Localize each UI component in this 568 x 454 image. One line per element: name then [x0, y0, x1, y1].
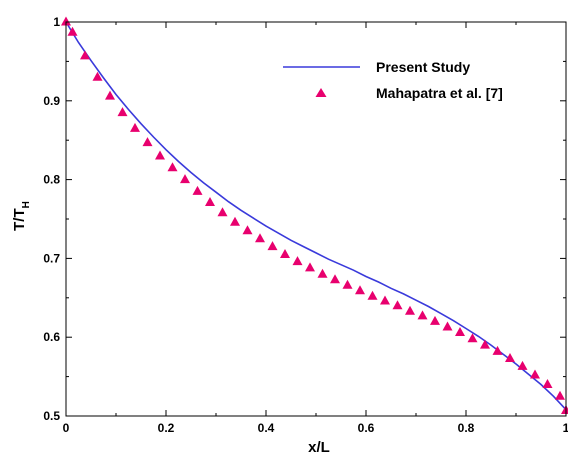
data-point-triangle — [205, 197, 215, 206]
data-point-triangle — [392, 300, 403, 310]
data-point-triangle — [105, 90, 115, 100]
data-point-triangle — [292, 256, 303, 266]
data-point-triangle — [542, 379, 553, 388]
data-point-triangle — [330, 274, 340, 284]
y-axis-title: T/TH — [11, 201, 32, 231]
plot-frame — [65, 21, 567, 417]
x-tick-label: 0.6 — [358, 421, 375, 435]
legend: Present Study Mahapatra et al. [7] — [283, 59, 503, 101]
data-point-triangle — [442, 321, 453, 331]
data-point-triangle — [430, 315, 440, 325]
data-point-triangle — [117, 107, 128, 117]
data-point-triangle — [80, 50, 90, 60]
data-point-triangle — [67, 26, 78, 36]
x-tick-label: 1 — [563, 421, 568, 435]
y-tick-label: 0.7 — [43, 251, 60, 265]
data-point-triangle — [455, 327, 465, 336]
y-tick-label: 0.6 — [43, 330, 60, 344]
x-axis-title: x/L — [308, 439, 330, 454]
y-tick-label: 0.8 — [43, 173, 60, 187]
data-point-triangle — [267, 241, 278, 251]
data-point-triangle — [217, 207, 228, 217]
data-point-triangle — [505, 353, 515, 362]
legend-label-mahapatra: Mahapatra et al. [7] — [376, 85, 503, 101]
plot-area — [61, 16, 568, 414]
data-point-triangle — [417, 310, 428, 320]
data-point-triangle — [155, 150, 165, 160]
data-point-triangle — [242, 225, 253, 235]
svg-text:T/TH: T/TH — [11, 201, 32, 231]
data-point-triangle — [367, 290, 378, 300]
data-point-triangle — [480, 339, 490, 349]
data-point-triangle — [142, 137, 153, 147]
series-line-present-study — [65, 21, 567, 411]
data-point-triangle — [517, 360, 528, 370]
data-point-triangle — [305, 262, 315, 272]
axes: 0 0.2 0.4 0.6 0.8 1 0.5 0.6 0.7 0.8 0.9 1 — [43, 15, 568, 435]
data-point-triangle — [355, 285, 365, 295]
data-point-triangle — [530, 369, 540, 379]
data-point-triangle — [555, 390, 565, 400]
data-point-triangle — [280, 249, 290, 258]
data-point-triangle — [467, 333, 478, 343]
data-point-triangle — [180, 174, 190, 184]
data-point-triangle — [230, 216, 240, 226]
data-point-triangle — [342, 279, 353, 289]
data-point-triangle — [405, 305, 415, 315]
x-tick-label: 0.8 — [458, 421, 475, 435]
legend-triangle-swatch — [315, 88, 327, 97]
data-point-triangle — [492, 345, 503, 355]
x-tick-label: 0 — [63, 421, 70, 435]
data-point-triangle — [92, 71, 103, 81]
x-tick-label: 0.4 — [258, 421, 275, 435]
y-tick-label: 0.9 — [43, 94, 60, 108]
y-axis-title-main: T/T — [11, 208, 28, 231]
data-point-triangle — [61, 16, 71, 26]
y-tick-label: 1 — [53, 15, 60, 29]
y-tick-label: 0.5 — [43, 409, 60, 423]
data-point-triangle — [130, 122, 140, 132]
data-point-triangle — [167, 162, 178, 172]
data-point-triangle — [380, 295, 390, 305]
data-point-triangle — [317, 268, 328, 278]
legend-label-present-study: Present Study — [376, 59, 470, 75]
y-axis-title-subscript: H — [21, 201, 32, 208]
x-tick-label: 0.2 — [158, 421, 175, 435]
data-point-triangle — [192, 185, 203, 195]
data-point-triangle — [255, 233, 265, 243]
